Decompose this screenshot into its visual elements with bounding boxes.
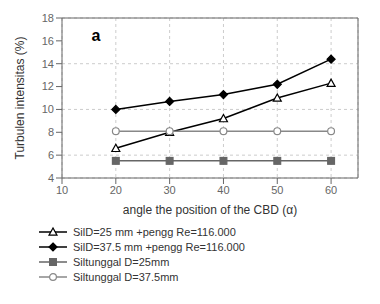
svg-text:4: 4 bbox=[48, 172, 54, 184]
svg-text:6: 6 bbox=[48, 149, 54, 161]
svg-text:18: 18 bbox=[42, 12, 54, 24]
svg-text:10: 10 bbox=[56, 184, 68, 196]
svg-text:60: 60 bbox=[325, 184, 337, 196]
svg-text:10: 10 bbox=[42, 103, 54, 115]
svg-text:50: 50 bbox=[271, 184, 283, 196]
html-text:Siltunggal D=37.5mm: Siltunggal D=37.5mm bbox=[73, 270, 179, 283]
html-text:a: a bbox=[91, 26, 101, 44]
html-text:SilD=25 mm +pengg Re=116.000: SilD=25 mm +pengg Re=116.000 bbox=[73, 225, 236, 238]
svg-text:40: 40 bbox=[217, 184, 229, 196]
svg-text:angle the position of the CBD: angle the position of the CBD (α) bbox=[123, 203, 297, 217]
svg-text:Turbulen intensitas (%): Turbulen intensitas (%) bbox=[13, 37, 27, 160]
svg-text:20: 20 bbox=[110, 184, 122, 196]
svg-text:8: 8 bbox=[48, 126, 54, 138]
svg-text:16: 16 bbox=[42, 35, 54, 47]
svg-text:12: 12 bbox=[42, 80, 54, 92]
html-text:Siltunggal D=25mm: Siltunggal D=25mm bbox=[73, 255, 170, 268]
svg-text:14: 14 bbox=[42, 58, 54, 70]
svg-text:30: 30 bbox=[164, 184, 176, 196]
html-text:SilD=37.5 mm +pengg Re=116.000: SilD=37.5 mm +pengg Re=116.000 bbox=[73, 240, 245, 253]
